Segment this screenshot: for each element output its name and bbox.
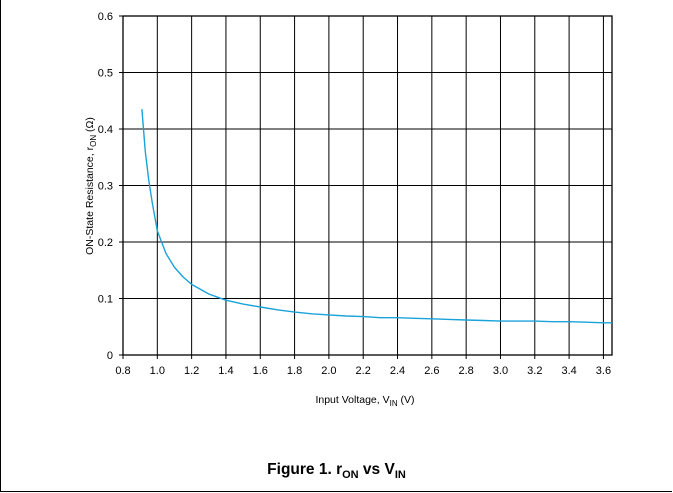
x-tick-label: 1.0	[150, 365, 165, 377]
x-tick-label: 2.2	[356, 365, 371, 377]
x-tick-label: 2.0	[321, 365, 336, 377]
x-tick-label: 2.6	[424, 365, 439, 377]
y-tick-label: 0.3	[98, 181, 113, 193]
x-axis-label: Input Voltage, VIN (V)	[315, 394, 414, 408]
y-axis-label: ON-State Resistance, rON (Ω)	[84, 117, 98, 255]
figure-caption: Figure 1. rON vs VIN	[267, 461, 406, 482]
series-line	[141, 109, 612, 324]
x-tick-label: 2.4	[390, 365, 405, 377]
x-tick-label: 1.4	[218, 365, 233, 377]
y-tick-label: 0.6	[98, 11, 113, 23]
x-tick-label: 1.2	[184, 365, 199, 377]
grid	[119, 15, 613, 359]
tick-labels: 0.8 1.0 1.2 1.4 1.6 1.8 2.0 2.2 2.4 2.6 2.8 3.0 3.2 3…	[98, 11, 611, 377]
y-tick-label: 0	[107, 350, 113, 362]
x-tick-label: 3.2	[527, 365, 542, 377]
x-tick-label: 1.8	[287, 365, 302, 377]
x-tick-label: 3.0	[493, 365, 508, 377]
y-tick-label: 0.5	[98, 68, 113, 80]
y-tick-label: 0.1	[98, 294, 113, 306]
plot-area	[141, 109, 612, 324]
resistance-chart: 0.8 1.0 1.2 1.4 1.6 1.8 2.0 2.2 2.4 2.6 2.8 3.0 3.2 3…	[84, 11, 613, 408]
y-tick-label: 0.4	[98, 124, 113, 136]
x-tick-label: 3.4	[561, 365, 576, 377]
x-tick-label: 0.8	[115, 365, 130, 377]
y-tick-label: 0.2	[98, 237, 113, 249]
x-tick-label: 3.6	[596, 365, 611, 377]
x-tick-label: 2.8	[459, 365, 474, 377]
x-tick-label: 1.6	[253, 365, 268, 377]
